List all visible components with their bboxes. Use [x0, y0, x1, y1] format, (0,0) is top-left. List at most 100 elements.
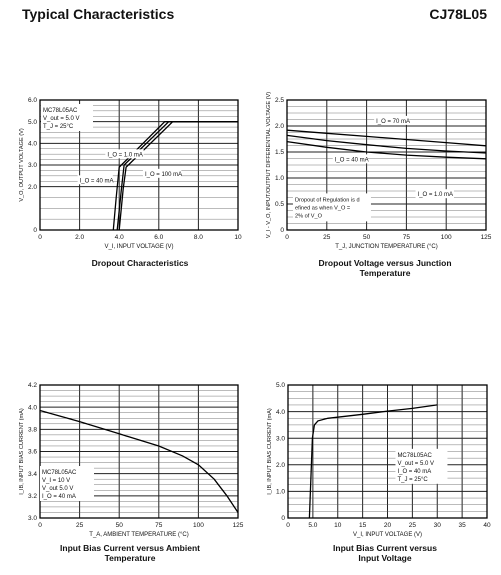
y-tick-label: 1.0	[275, 175, 284, 182]
y-tick-label: 0	[33, 227, 37, 234]
x-tick-label: 25	[323, 234, 331, 241]
x-tick-label: 20	[384, 522, 392, 529]
y-axis-label: V_I - V_O, INPUT/OUTPUT DIFFERENTIAL VOL…	[266, 92, 272, 238]
curve-annotation: I_O = 40 mA	[335, 157, 369, 163]
definition-note: efined as when V_O =	[295, 205, 350, 211]
y-tick-label: 3.0	[28, 515, 37, 522]
x-tick-label: 5.0	[308, 522, 317, 529]
note-bg	[292, 193, 371, 222]
annotation-bg	[142, 168, 182, 178]
x-tick-label: 125	[481, 234, 492, 241]
legend-entry: V_I = 10 V	[42, 478, 70, 484]
legend-box	[395, 448, 448, 484]
y-tick-label: 4.0	[28, 404, 37, 411]
caption-dropout-voltage: Dropout Voltage versus Junction Temperat…	[318, 258, 452, 278]
series-line	[308, 404, 438, 519]
x-tick-label: 10	[234, 234, 242, 241]
y-tick-label: 4.0	[276, 409, 285, 416]
y-tick-label: 4.0	[28, 141, 37, 148]
y-tick-label: 1.5	[275, 149, 284, 156]
curve-annotation: I_O = 100 mA	[145, 172, 182, 178]
y-tick-label: 2.0	[275, 123, 284, 130]
legend-box	[40, 466, 94, 501]
y-tick-label: 0.5	[275, 201, 284, 208]
legend-entry: T_J = 25°C	[397, 477, 428, 483]
legend-entry: V_out = 5.0 V	[43, 116, 80, 122]
part-number: CJ78L05	[429, 6, 487, 22]
y-tick-label: 0	[281, 515, 285, 522]
x-tick-label: 75	[403, 234, 411, 241]
y-tick-label: 6.0	[28, 97, 37, 104]
legend-entry: I_O = 40 mA	[42, 494, 76, 500]
y-tick-label: 5.0	[276, 382, 285, 389]
curve-annotation: I_O = 70 mA	[376, 119, 410, 125]
plot-frame	[39, 99, 239, 231]
y-tick-label: 1.0	[276, 489, 285, 496]
x-tick-label: 0	[38, 234, 42, 241]
caption-input-bias-voltage: Input Bias Current versus Input Voltage	[333, 543, 437, 563]
x-axis-label: T_A, AMBIENT TEMPERATURE (°C)	[89, 532, 188, 538]
x-tick-label: 4.0	[115, 234, 124, 241]
x-tick-label: 75	[155, 522, 163, 529]
legend-box	[41, 104, 93, 131]
y-tick-label: 0	[280, 227, 284, 234]
series-line	[286, 129, 487, 147]
y-axis-label: V_O, OUTPUT VOLTAGE (V)	[19, 128, 25, 201]
x-tick-label: 125	[233, 522, 244, 529]
series-line	[286, 134, 487, 154]
definition-note: 2% of V_O	[295, 213, 323, 219]
y-tick-label: 3.2	[28, 493, 37, 500]
plot-frame	[287, 384, 488, 519]
page-title: Typical Characteristics	[22, 6, 175, 22]
annotation-bg	[374, 115, 410, 125]
x-tick-label: 100	[441, 234, 452, 241]
annotation-bg	[415, 189, 454, 199]
x-tick-label: 0	[286, 522, 290, 529]
annotation-bg	[77, 175, 113, 185]
x-tick-label: 30	[434, 522, 442, 529]
legend-entry: MC78L05AC	[397, 453, 432, 459]
y-tick-label: 3.0	[28, 162, 37, 169]
x-tick-label: 6.0	[154, 234, 163, 241]
x-tick-label: 0	[38, 522, 42, 529]
x-tick-label: 8.0	[194, 234, 203, 241]
x-tick-label: 35	[459, 522, 467, 529]
curve-annotation: I_O = 1.0 mA	[418, 192, 454, 198]
plot-frame	[286, 99, 487, 231]
legend-entry: MC78L05AC	[43, 108, 78, 114]
x-tick-label: 50	[116, 522, 124, 529]
series-line	[118, 121, 238, 231]
definition-note: Dropout of Regulation is d	[295, 197, 360, 203]
x-axis-label: T_J, JUNCTION TEMPERATURE (°C)	[335, 244, 438, 250]
x-tick-label: 2.0	[75, 234, 84, 241]
x-tick-label: 25	[409, 522, 417, 529]
x-tick-label: 100	[193, 522, 204, 529]
y-tick-label: 3.4	[28, 471, 37, 478]
legend-entry: MC78L05AC	[42, 470, 77, 476]
x-axis-label: V_I, INPUT VOLTAGE (V)	[104, 244, 173, 250]
x-axis-label: V_I, INPUT VOLTAGE (V)	[353, 532, 422, 538]
annotation-bg	[332, 154, 368, 164]
y-tick-label: 2.5	[275, 97, 284, 104]
curve-annotation: I_O = 1.0 mA	[107, 152, 143, 158]
curve-annotation: I_O = 40 mA	[80, 178, 114, 184]
y-tick-label: 2.0	[276, 462, 285, 469]
x-tick-label: 25	[76, 522, 84, 529]
x-tick-label: 10	[334, 522, 342, 529]
y-tick-label: 5.0	[28, 119, 37, 126]
legend-entry: T_J = 25°C	[43, 124, 74, 130]
y-axis-label: I_IB, INPUT BIAS CURRENT (mA)	[19, 408, 25, 495]
x-tick-label: 15	[359, 522, 367, 529]
x-tick-label: 0	[285, 234, 289, 241]
caption-input-bias-temperature: Input Bias Current versus Ambient Temper…	[60, 543, 200, 563]
y-tick-label: 3.6	[28, 449, 37, 456]
y-tick-label: 3.8	[28, 427, 37, 434]
y-axis-label: I_IB, INPUT BIAS CURRENT (mA)	[267, 408, 273, 495]
plot-frame	[39, 384, 239, 519]
y-tick-label: 2.0	[28, 184, 37, 191]
y-tick-label: 4.2	[28, 382, 37, 389]
